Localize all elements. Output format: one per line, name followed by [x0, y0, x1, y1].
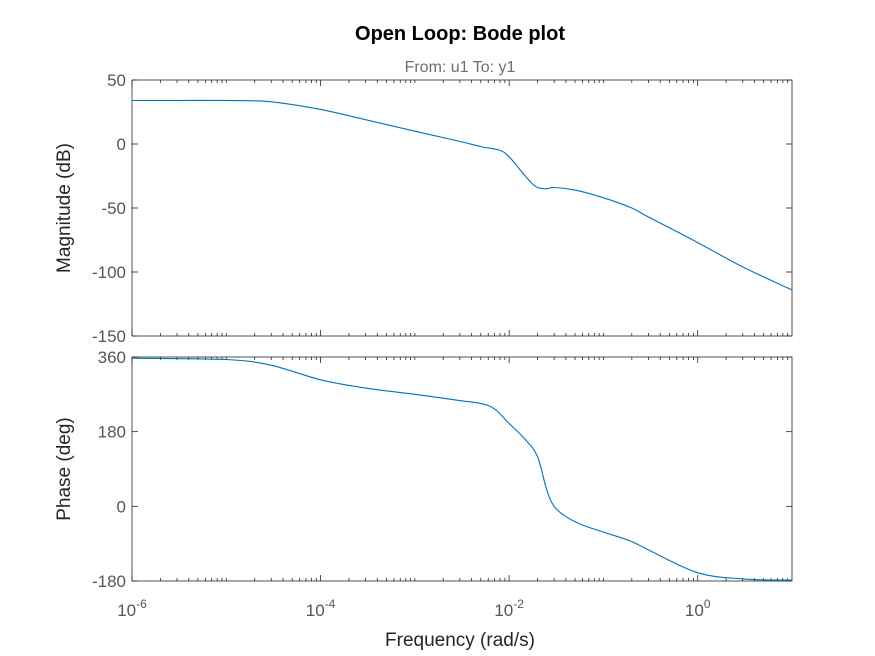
- phase-axes-box: [131, 356, 793, 582]
- phase-y-tick-label: 180: [98, 423, 126, 442]
- x-tick-label: 100: [685, 597, 711, 620]
- x-tick-label: 10-2: [494, 597, 524, 620]
- x-axis-label: Frequency (rad/s): [385, 630, 535, 651]
- phase-y-tick-label: 360: [98, 348, 126, 367]
- magnitude-y-tick-label: 0: [117, 135, 126, 154]
- phase-y-axis-label: Phase (deg): [54, 417, 75, 521]
- magnitude-y-axis-label: Magnitude (dB): [54, 143, 75, 273]
- magnitude-panel: 50 0 -50 -100 -150 Magnitude (dB): [54, 71, 793, 346]
- chart-title: Open Loop: Bode plot: [355, 23, 565, 45]
- magnitude-y-tick-label: -100: [92, 263, 126, 282]
- x-tick-label: 10-4: [306, 597, 336, 620]
- magnitude-axes-box: [131, 79, 793, 337]
- x-tick-label: 10-6: [117, 597, 147, 620]
- phase-panel: 360 180 0 -180 Phase (deg): [54, 348, 793, 591]
- phase-y-tick-label: -180: [92, 572, 126, 591]
- magnitude-y-tick-label: 50: [107, 71, 126, 90]
- magnitude-y-tick-label: -150: [92, 327, 126, 346]
- phase-series-line: [131, 357, 793, 581]
- phase-y-tick-label: 0: [117, 497, 126, 516]
- chart-subtitle: From: u1 To: y1: [405, 59, 516, 76]
- magnitude-y-tick-label: -50: [101, 199, 126, 218]
- magnitude-series-line: [132, 99, 793, 291]
